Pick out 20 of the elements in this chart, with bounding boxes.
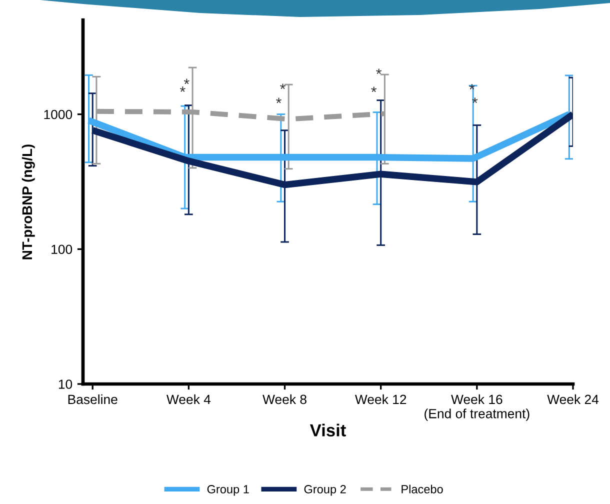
annotation: * (371, 86, 377, 92)
legend-label: Placebo (402, 484, 443, 494)
y-tick-label: 1000 (44, 110, 72, 120)
x-axis-title: Visit (310, 424, 346, 436)
y-axis-title: NT-proBNP (ng/L) (22, 144, 35, 260)
x-tick-label: Week 8 (262, 394, 306, 404)
y-tick-label: 10 (58, 380, 72, 389)
annotation: * (180, 86, 186, 92)
annotation: * (376, 68, 382, 74)
x-tick-label: Week 16 (End of treatment) (424, 394, 530, 421)
x-tick-label: Week 4 (166, 394, 211, 404)
annotation: * (280, 84, 286, 90)
x-tick-label: Week 12 (354, 394, 406, 404)
annotation: * (184, 78, 190, 84)
y-tick-label: 100 (52, 244, 72, 254)
legend-label: Group 2 (304, 485, 346, 496)
x-tick-label: Baseline (68, 394, 118, 404)
x-tick-label: Week 24 (547, 394, 599, 404)
annotation: * (276, 98, 282, 104)
legend-label: Group 1 (207, 485, 249, 496)
